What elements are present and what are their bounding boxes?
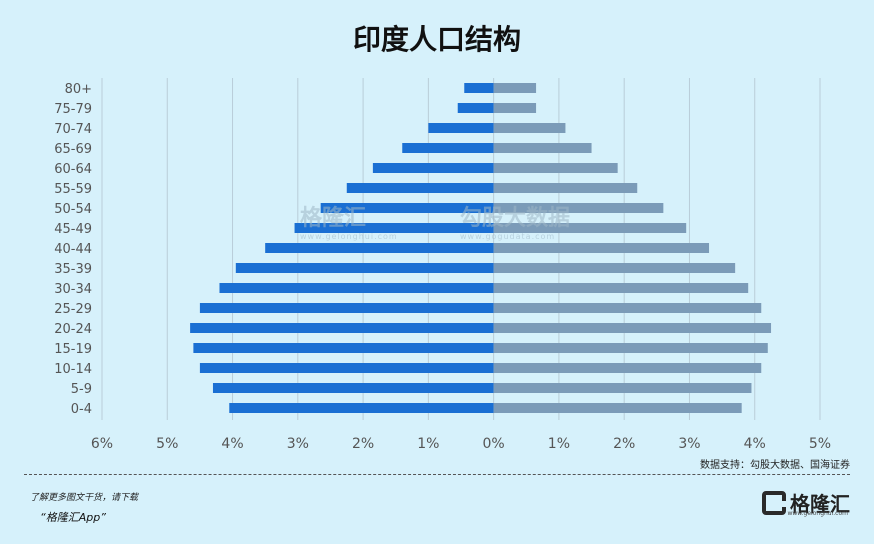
category-label: 70-74 (54, 122, 92, 137)
bar-left (219, 283, 494, 293)
bar-right (493, 403, 742, 413)
category-label: 10-14 (54, 362, 92, 377)
bar-left (265, 243, 494, 253)
category-label: 15-19 (54, 342, 92, 357)
footer-divider (24, 474, 850, 475)
category-label: 45-49 (54, 222, 92, 237)
bar-right (493, 183, 638, 193)
population-pyramid-chart: 80+ 75-79 70-74 65-69 60-64 55-59 50-54 45-49 40… (54, 78, 831, 452)
bar-right (493, 263, 736, 273)
category-label: 30-34 (54, 282, 92, 297)
brand-logo: 格隆汇 www.gelonghui.com (762, 488, 850, 517)
bar-left (428, 123, 494, 133)
bar-left (190, 323, 494, 333)
watermark-brand2: 勾股大数据 www.gogudata.com (460, 200, 570, 241)
watermark-brand: 格隆汇 www.gelonghui.com (300, 200, 398, 241)
bar-right (493, 223, 687, 233)
x-tick-label: 0% (483, 436, 505, 452)
category-label: 20-24 (54, 322, 92, 337)
bar-right (493, 103, 537, 113)
bar-right (493, 283, 749, 293)
watermark-brand2-url: www.gogudata.com (460, 232, 556, 241)
bar-left (402, 143, 494, 153)
logo-text: 格隆汇 (790, 492, 850, 516)
category-label: 50-54 (54, 202, 92, 217)
watermark-brand-url: www.gelonghui.com (300, 232, 398, 241)
footer-note: 了解更多图文干货，请下载 (30, 493, 139, 503)
x-tick-label: 3% (678, 436, 700, 452)
bar-right (493, 303, 762, 313)
logo-url: www.gelonghui.com (787, 510, 848, 517)
bar-right (493, 83, 537, 93)
x-tick-label: 5% (156, 436, 178, 452)
category-label: 5-9 (71, 382, 92, 397)
category-label: 0-4 (71, 402, 92, 417)
bar-right (493, 243, 710, 253)
logo-g-icon (762, 490, 786, 515)
category-label: 55-59 (54, 182, 92, 197)
x-tick-label: 4% (221, 436, 243, 452)
bar-right (493, 203, 664, 213)
bar-left (294, 223, 494, 233)
bar-right (493, 143, 592, 153)
bar-left (235, 263, 494, 273)
x-tick-label: 1% (417, 436, 439, 452)
watermark-brand-text: 格隆汇 (300, 206, 367, 231)
x-tick-label: 3% (287, 436, 309, 452)
x-tick-label: 1% (548, 436, 570, 452)
bar-right (493, 123, 566, 133)
category-label: 35-39 (54, 262, 92, 277)
bar-left (346, 183, 494, 193)
category-label: 40-44 (54, 242, 92, 257)
bar-left (320, 203, 494, 213)
bar-left (372, 163, 494, 173)
bar-left (199, 363, 494, 373)
bar-left (193, 343, 494, 353)
bar-right (493, 383, 752, 393)
bar-left (199, 303, 494, 313)
x-tick-label: 4% (744, 436, 766, 452)
category-label: 65-69 (54, 142, 92, 157)
bar-left (229, 403, 494, 413)
x-tick-label: 5% (809, 436, 831, 452)
x-tick-label: 6% (91, 436, 113, 452)
category-label: 60-64 (54, 162, 92, 177)
category-label: 80+ (65, 82, 92, 97)
bar-right (493, 363, 762, 373)
bar-right (493, 343, 768, 353)
category-label: 25-29 (54, 302, 92, 317)
x-tick-label: 2% (352, 436, 374, 452)
footer-app-name: “格隆汇App” (40, 511, 106, 524)
bar-left (464, 83, 494, 93)
data-source: 数据支持：勾股大数据、国海证券 (700, 460, 850, 471)
bar-left (212, 383, 494, 393)
chart-title: 印度人口结构 (352, 23, 521, 56)
bar-right (493, 323, 772, 333)
category-label: 75-79 (54, 102, 92, 117)
x-tick-label: 2% (613, 436, 635, 452)
bar-left (457, 103, 494, 113)
watermark-brand2-text: 勾股大数据 (460, 206, 571, 231)
bar-right (493, 163, 618, 173)
